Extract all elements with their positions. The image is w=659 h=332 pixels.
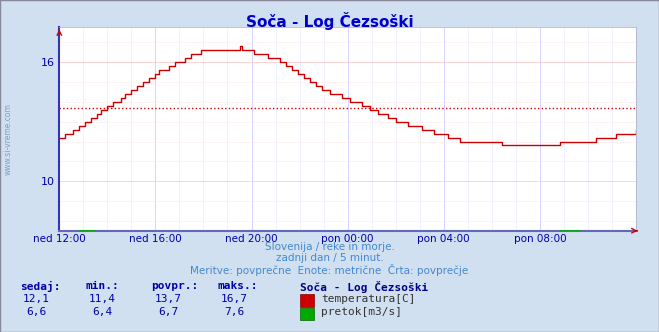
Text: www.si-vreme.com: www.si-vreme.com <box>3 104 13 175</box>
Text: maks.:: maks.: <box>217 281 258 290</box>
Text: zadnji dan / 5 minut.: zadnji dan / 5 minut. <box>275 253 384 263</box>
Text: Slovenija / reke in morje.: Slovenija / reke in morje. <box>264 242 395 252</box>
Text: 11,4: 11,4 <box>89 294 115 304</box>
Text: temperatura[C]: temperatura[C] <box>321 294 415 304</box>
Text: sedaj:: sedaj: <box>20 281 60 291</box>
Text: 13,7: 13,7 <box>155 294 181 304</box>
Text: Soča - Log Čezsoški: Soča - Log Čezsoški <box>246 12 413 30</box>
Text: Soča - Log Čezsoški: Soča - Log Čezsoški <box>300 281 428 292</box>
Text: 12,1: 12,1 <box>23 294 49 304</box>
Text: 16,7: 16,7 <box>221 294 247 304</box>
Text: 6,4: 6,4 <box>92 307 112 317</box>
Text: pretok[m3/s]: pretok[m3/s] <box>321 307 402 317</box>
Text: min.:: min.: <box>86 281 119 290</box>
Text: 7,6: 7,6 <box>224 307 244 317</box>
Text: 6,7: 6,7 <box>158 307 178 317</box>
Text: povpr.:: povpr.: <box>152 281 199 290</box>
Text: 6,6: 6,6 <box>26 307 46 317</box>
Text: Meritve: povprečne  Enote: metrične  Črta: povprečje: Meritve: povprečne Enote: metrične Črta:… <box>190 264 469 276</box>
